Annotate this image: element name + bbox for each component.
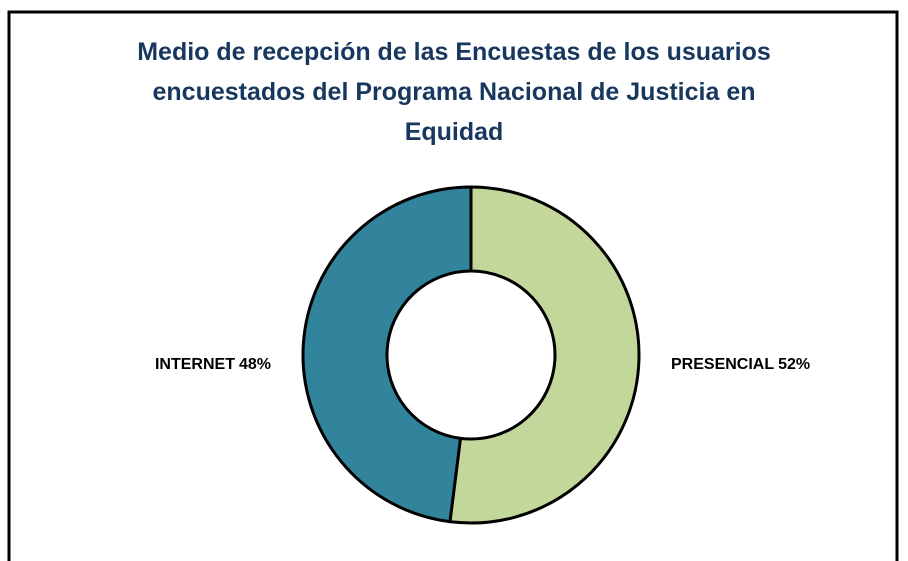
value-label: 48%: [239, 356, 271, 373]
data-label: PRESENCIAL 52%: [671, 356, 810, 373]
category-label: PRESENCIAL: [671, 356, 774, 373]
donut-segment: [448, 185, 641, 525]
chart-title: Medio de recepción de las Encuestas de l…: [137, 38, 771, 146]
donut-segment: [301, 185, 473, 524]
value-label: 52%: [778, 356, 810, 373]
data-label: INTERNET 48%: [155, 356, 271, 373]
frame: [7, 10, 899, 561]
category-label: INTERNET: [155, 356, 235, 373]
